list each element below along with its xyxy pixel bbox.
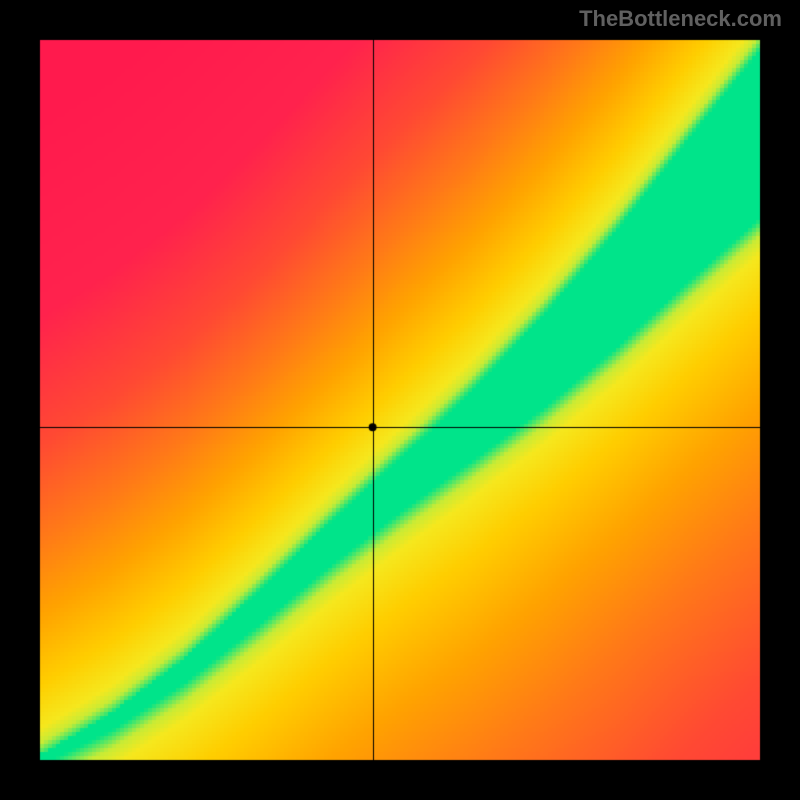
watermark-text: TheBottleneck.com xyxy=(579,6,782,32)
bottleneck-heatmap xyxy=(0,0,800,800)
